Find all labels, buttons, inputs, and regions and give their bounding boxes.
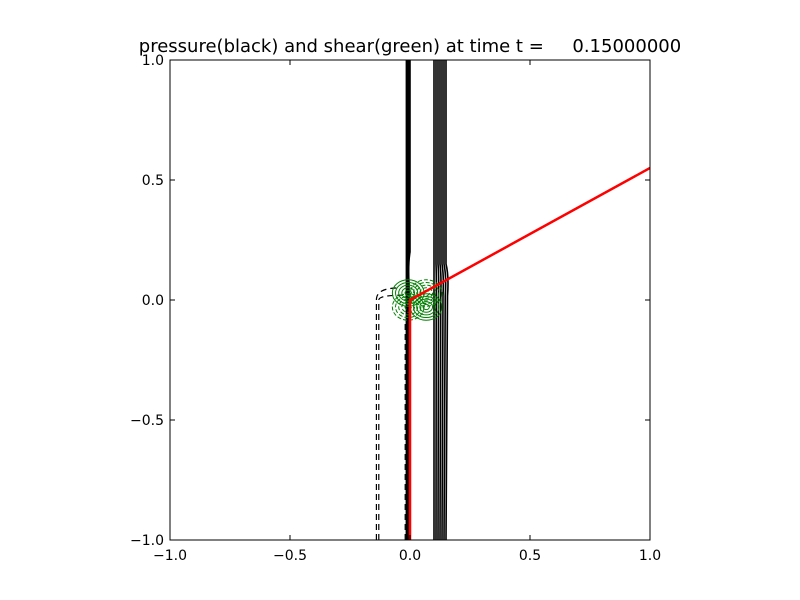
y-tick-label: −1.0: [130, 533, 164, 549]
shear-contour: [398, 298, 419, 316]
pressure-dashed-contour: [378, 294, 403, 540]
shear-contour: [395, 295, 422, 319]
shear-contour: [422, 303, 430, 311]
x-tick-label: −0.5: [273, 548, 307, 564]
shear-contour: [391, 293, 425, 321]
pressure-contour-line: [439, 60, 442, 540]
shear-contour: [416, 284, 437, 302]
pressure-contour-line: [407, 60, 411, 540]
shear-contour: [404, 303, 412, 311]
shear-contour: [401, 287, 416, 299]
shear-contour: [416, 298, 437, 316]
x-tick-label: −1.0: [153, 548, 187, 564]
shear-contour: [419, 287, 434, 299]
shear-contour: [401, 301, 416, 313]
shear-contour: [404, 289, 412, 297]
shear-contour: [409, 279, 443, 307]
y-tick-label: 0.0: [142, 293, 164, 309]
x-tick-label: 1.0: [639, 548, 661, 564]
shear-contour: [398, 284, 419, 302]
axes: −1.0 −0.5 0.0 0.5 1.0 −1.0 −0.5 0.0 0.5 1.0: [130, 53, 661, 564]
plot-area: [375, 60, 650, 540]
pressure-contour-line: [437, 60, 440, 540]
x-tick-label: 0.0: [399, 548, 421, 564]
y-tick-label: −0.5: [130, 413, 164, 429]
shear-contour: [413, 281, 440, 305]
red-line: [408, 166, 650, 540]
shear-contour: [419, 301, 434, 313]
chart-title: pressure(black) and shear(green) at time…: [139, 36, 681, 57]
pressure-contour-line: [441, 60, 445, 540]
x-tick-label: 0.5: [519, 548, 541, 564]
shear-contour: [413, 295, 440, 319]
y-tick-label: 0.5: [142, 173, 164, 189]
y-tick-label: 1.0: [142, 53, 164, 69]
pressure-contour-line: [443, 60, 447, 540]
